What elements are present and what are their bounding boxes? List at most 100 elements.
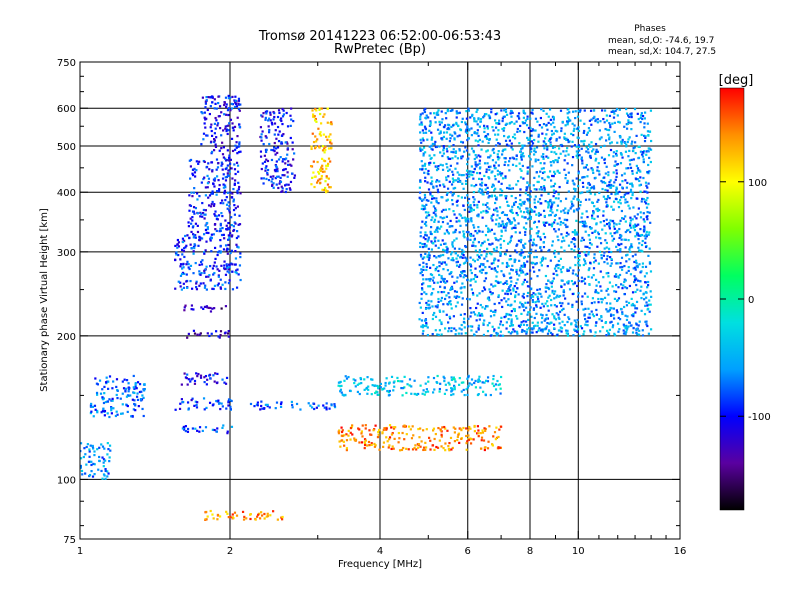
data-point [313,407,316,411]
data-point [576,295,580,298]
data-point [440,333,443,336]
data-point [440,291,443,294]
data-point [187,266,190,269]
data-point [363,378,366,381]
data-point [333,406,337,409]
data-point [460,174,463,177]
data-point [590,141,593,144]
data-point [212,264,215,267]
data-point [435,113,438,116]
data-point [510,276,513,279]
data-point [596,121,599,124]
data-point [235,102,238,106]
data-point [640,153,644,156]
data-point [476,302,479,305]
data-point [474,274,477,277]
data-point [638,249,642,252]
data-point [587,250,590,254]
data-point [486,259,489,263]
data-point [629,324,632,327]
data-point [446,187,450,190]
data-point [460,381,463,384]
data-point [527,142,530,145]
data-point [597,281,600,284]
data-point [424,391,427,394]
data-point [311,109,314,112]
data-point [237,181,240,184]
data-point [562,150,565,153]
data-point [604,239,607,242]
data-point [461,248,464,252]
data-point [625,300,628,303]
data-point [266,173,269,176]
data-point [191,377,194,380]
data-point [422,429,425,432]
data-point [469,204,472,208]
data-point [211,170,214,173]
data-point [529,117,532,120]
data-point [418,186,421,189]
data-point [485,209,488,212]
data-point [222,202,225,205]
data-point [486,186,489,190]
data-point [423,242,426,246]
data-point [567,280,570,283]
data-point [504,281,507,284]
data-point [290,118,293,121]
data-point [330,403,333,406]
data-point [556,160,559,164]
data-point [644,291,648,294]
data-point [608,183,611,187]
data-point [469,208,472,211]
data-point [262,177,265,180]
data-point [231,263,234,266]
data-point [497,225,500,228]
data-point [510,208,513,211]
data-point [203,116,206,119]
data-point [536,300,539,303]
data-point [463,150,466,153]
data-point [590,145,593,148]
data-point [184,376,187,379]
data-point [483,250,486,253]
data-point [497,259,500,262]
data-point [550,223,553,226]
data-point [467,429,470,432]
data-point [551,280,554,283]
data-point [227,169,230,172]
data-point [435,380,438,384]
data-point [520,158,523,161]
data-point [623,193,626,196]
data-point [524,119,527,122]
data-point [419,180,422,183]
data-point [573,195,576,198]
data-point [265,112,268,115]
data-point [281,122,284,126]
data-point [497,158,500,161]
data-point [373,442,376,446]
data-point [486,206,489,209]
data-point [413,379,416,382]
data-point [496,280,499,283]
data-point [608,121,611,125]
data-point [644,320,647,323]
data-point [562,307,565,310]
data-point [226,247,229,250]
data-point [442,183,445,186]
data-point [598,318,601,321]
data-point [600,136,603,139]
data-point [310,183,313,186]
data-point [554,190,558,193]
data-point [209,509,212,513]
data-point [274,177,277,180]
data-point [632,149,635,152]
data-point [490,267,493,270]
data-point [546,128,549,131]
data-point [451,198,454,202]
data-point [204,106,207,109]
data-point [203,269,206,272]
data-point [435,228,438,232]
data-point [212,204,216,207]
data-point [419,306,422,309]
data-point [460,196,463,199]
